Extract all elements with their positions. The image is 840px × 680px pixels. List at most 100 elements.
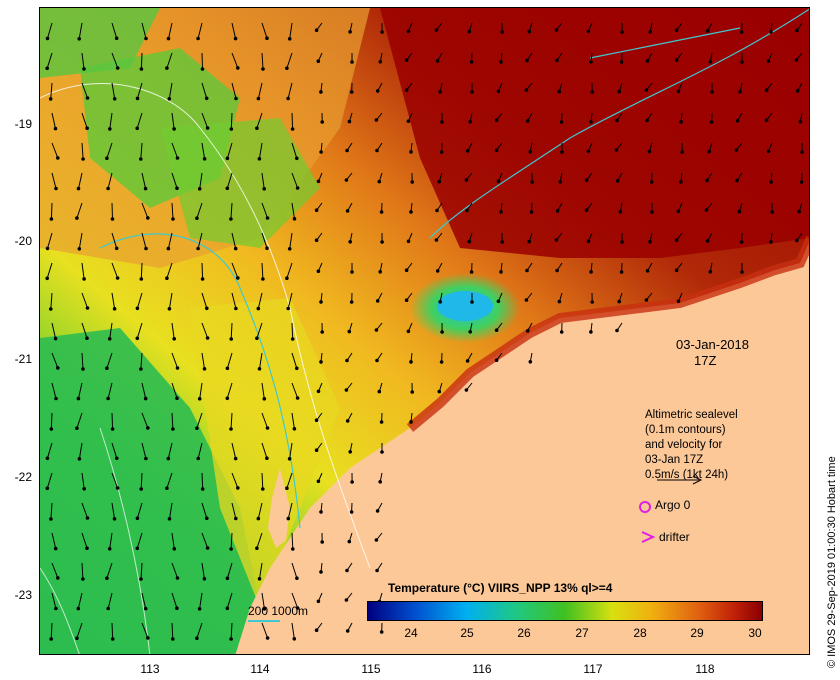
velocity-arrow-head [739, 240, 744, 244]
velocity-arrow [201, 82, 208, 99]
velocity-arrow-head [645, 269, 650, 273]
velocity-arrow-head [800, 150, 804, 154]
velocity-arrow-head [705, 178, 709, 183]
velocity-arrow [231, 472, 239, 489]
velocity-arrow [111, 622, 114, 640]
velocity-arrow-head [404, 88, 409, 92]
velocity-arrow-head [648, 240, 652, 244]
velocity-arrow-head [76, 186, 81, 191]
velocity-arrow-head [349, 90, 354, 94]
velocity-arrow-head [139, 67, 144, 71]
velocity-arrow-head [406, 119, 411, 123]
velocity-arrow-head [225, 366, 230, 371]
velocity-arrow-head [525, 119, 530, 123]
velocity-arrow-head [196, 246, 200, 251]
velocity-arrow [230, 622, 233, 640]
velocity-arrow-head [197, 397, 202, 401]
velocity-arrow [140, 472, 143, 490]
velocity-arrow-head [85, 126, 89, 130]
velocity-arrow-head [225, 396, 230, 401]
velocity-arrow-head [195, 216, 199, 220]
velocity-arrow-head [586, 149, 591, 154]
velocity-arrow [141, 382, 147, 399]
velocity-arrow-head [614, 148, 619, 152]
velocity-arrow-head [679, 120, 683, 124]
velocity-arrow-head [319, 360, 323, 364]
velocity-arrow-head [494, 358, 499, 363]
velocity-arrow-head [434, 238, 439, 242]
velocity-arrow-head [525, 268, 529, 273]
sst-map-canvas [40, 8, 809, 654]
colorbar-tick-25: 25 [460, 626, 474, 640]
velocity-arrow-head [205, 546, 210, 550]
velocity-arrow-head [464, 178, 469, 182]
velocity-arrow-head [496, 89, 501, 94]
velocity-arrow-head [645, 59, 650, 63]
velocity-arrow-head [650, 210, 654, 214]
velocity-arrow [140, 562, 143, 580]
velocity-arrow [140, 352, 143, 370]
velocity-arrow-head [45, 486, 50, 491]
velocity-arrow-head [112, 517, 117, 521]
velocity-arrow-head [527, 239, 532, 244]
velocity-arrow [201, 142, 206, 159]
velocity-arrow-head [524, 88, 529, 92]
velocity-arrow-head [674, 28, 679, 33]
velocity-arrow-head [175, 606, 179, 611]
velocity-arrow-head [319, 570, 323, 574]
velocity-arrow-head [494, 118, 499, 122]
velocity-arrow [50, 622, 53, 640]
velocity-arrow [289, 22, 293, 39]
velocity-arrow-head [75, 426, 79, 431]
velocity-arrow-head [200, 67, 205, 71]
velocity-arrow-head [82, 67, 86, 71]
velocity-arrow [291, 592, 299, 609]
velocity-arrow [81, 142, 84, 160]
velocity-arrow [226, 172, 233, 189]
velocity-arrow-head [286, 516, 291, 521]
velocity-arrow [168, 82, 173, 99]
velocity-arrow-head [348, 450, 353, 454]
velocity-arrow [167, 442, 173, 459]
velocity-arrow [81, 562, 84, 580]
velocity-arrow-head [77, 457, 82, 461]
velocity-arrow-head [525, 58, 529, 63]
velocity-arrow-head [319, 510, 323, 514]
velocity-arrow-head [204, 96, 209, 101]
velocity-arrow-head [496, 299, 501, 304]
velocity-arrow [261, 382, 265, 399]
velocity-arrow-head [234, 96, 238, 101]
velocity-arrow [230, 202, 233, 220]
velocity-arrow-head [645, 118, 649, 123]
velocity-arrow-head [82, 487, 87, 491]
velocity-arrow-head [81, 577, 85, 581]
velocity-arrow-head [106, 396, 110, 401]
velocity-arrow [77, 382, 83, 399]
velocity-arrow-head [345, 148, 349, 153]
velocity-arrow-head [500, 240, 505, 244]
date-text: 03-Jan-2018 [676, 337, 749, 352]
velocity-arrow-head [559, 330, 564, 334]
velocity-arrow-head [286, 96, 290, 101]
velocity-arrow [291, 622, 295, 639]
velocity-arrow [199, 382, 203, 399]
velocity-arrow [81, 52, 85, 69]
velocity-arrow-head [468, 330, 473, 334]
velocity-arrow [261, 472, 264, 490]
velocity-arrow-head [81, 157, 85, 161]
velocity-arrow-head [380, 450, 384, 454]
velocity-arrow-head [467, 29, 472, 34]
velocity-arrow-head [316, 179, 321, 184]
velocity-arrow-head [255, 546, 259, 551]
velocity-arrow [166, 262, 173, 279]
velocity-arrow-head [110, 637, 115, 641]
velocity-arrow [171, 202, 174, 220]
velocity-arrow-head [82, 277, 86, 281]
velocity-arrow-head [175, 366, 180, 370]
velocity-arrow [76, 202, 83, 219]
velocity-arrow-head [530, 180, 534, 184]
velocity-arrow [46, 442, 53, 459]
velocity-arrow [111, 52, 119, 69]
velocity-arrow-head [347, 329, 352, 334]
velocity-arrow-head [404, 298, 409, 303]
